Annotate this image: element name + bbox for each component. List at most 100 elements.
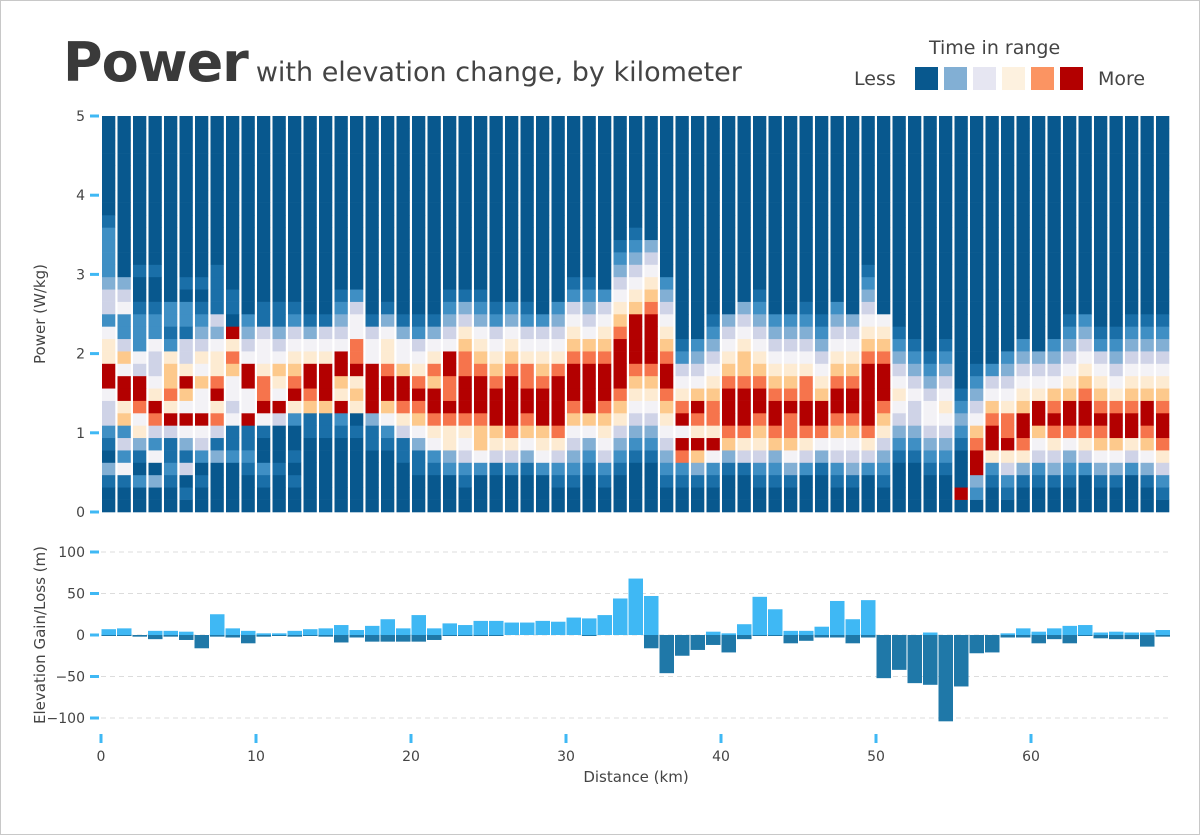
- heatmap-cell: [117, 474, 131, 488]
- heatmap-cell: [1125, 487, 1139, 500]
- heatmap-cell: [536, 116, 550, 129]
- heatmap-cell: [536, 314, 550, 327]
- heatmap-cell: [195, 177, 209, 191]
- heatmap-cell: [908, 202, 922, 216]
- heatmap-cell: [675, 252, 689, 265]
- heatmap-cell: [427, 128, 441, 142]
- heatmap-cell: [319, 301, 333, 315]
- heatmap-cell: [675, 276, 689, 290]
- heatmap-cell: [117, 338, 131, 352]
- heatmap-cell: [567, 140, 581, 154]
- heatmap-cell: [303, 289, 317, 302]
- heatmap-cell: [1125, 388, 1139, 401]
- heatmap-cell: [458, 314, 472, 327]
- heatmap-cell: [272, 276, 286, 290]
- heatmap-cell: [1094, 116, 1108, 129]
- heatmap-cell: [722, 499, 736, 513]
- heatmap-cell: [830, 239, 844, 253]
- heatmap-cell: [598, 314, 612, 327]
- heatmap-cell: [722, 116, 736, 129]
- heatmap-cell: [567, 116, 581, 129]
- heatmap-cell: [567, 190, 581, 203]
- heatmap-cell: [768, 375, 782, 389]
- heatmap-cell: [272, 499, 286, 513]
- heatmap-column: [830, 116, 844, 513]
- heatmap-cell: [536, 487, 550, 500]
- heatmap-cell: [303, 474, 317, 488]
- heatmap-cell: [117, 375, 131, 389]
- heatmap-column: [582, 116, 596, 513]
- heatmap-cell: [117, 462, 131, 476]
- heatmap-cell: [706, 413, 720, 426]
- heatmap-cell: [381, 400, 395, 414]
- heatmap-cell: [226, 239, 240, 253]
- heatmap-cell: [443, 462, 457, 476]
- heatmap-cell: [241, 450, 255, 463]
- heatmap-cell: [1078, 425, 1092, 439]
- heatmap-cell: [1109, 289, 1123, 302]
- heatmap-cell: [629, 140, 643, 154]
- heatmap-cell: [923, 264, 937, 278]
- heatmap-cell: [908, 301, 922, 315]
- heatmap-cell: [505, 252, 519, 265]
- heatmap-cell: [784, 190, 798, 203]
- heatmap-cell: [365, 388, 379, 401]
- heatmap-column: [117, 116, 131, 513]
- heatmap-cell: [706, 338, 720, 352]
- loss-bar: [582, 635, 597, 636]
- loss-bar: [225, 635, 240, 638]
- heatmap-cell: [195, 351, 209, 364]
- heatmap-cell: [1094, 474, 1108, 488]
- heatmap-cell: [660, 289, 674, 302]
- heatmap-cell: [133, 400, 147, 414]
- heatmap-cell: [536, 388, 550, 401]
- heatmap-column: [505, 116, 519, 513]
- heatmap-cell: [784, 400, 798, 414]
- heatmap-cell: [722, 239, 736, 253]
- heatmap-cell: [133, 177, 147, 191]
- heatmap-cell: [257, 400, 271, 414]
- heatmap-cell: [520, 474, 534, 488]
- heatmap-cell: [1156, 400, 1170, 414]
- heatmap-cell: [303, 450, 317, 463]
- heatmap-cell: [985, 252, 999, 265]
- heatmap-cell: [474, 165, 488, 179]
- heatmap-cell: [1094, 239, 1108, 253]
- heatmap-cell: [598, 177, 612, 191]
- heatmap-cell: [319, 351, 333, 364]
- heatmap-cell: [784, 326, 798, 340]
- heatmap-cell: [412, 227, 426, 241]
- heatmap-cell: [1063, 264, 1077, 278]
- heatmap-cell: [706, 128, 720, 142]
- heatmap-cell: [179, 400, 193, 414]
- heatmap-cell: [830, 116, 844, 129]
- heatmap-cell: [830, 177, 844, 191]
- heatmap-cell: [706, 227, 720, 241]
- heatmap-cell: [241, 338, 255, 352]
- heatmap-cell: [629, 388, 643, 401]
- heatmap-cell: [458, 128, 472, 142]
- loss-bar: [799, 635, 814, 641]
- heatmap-cell: [489, 462, 503, 476]
- heatmap-cell: [257, 375, 271, 389]
- heatmap-cell: [1001, 400, 1015, 414]
- heatmap-cell: [272, 314, 286, 327]
- heatmap-cell: [1047, 177, 1061, 191]
- heatmap-cell: [1125, 375, 1139, 389]
- heatmap-cell: [861, 437, 875, 451]
- heatmap-cell: [846, 190, 860, 203]
- heatmap-cell: [396, 437, 410, 451]
- heatmap-cell: [1001, 140, 1015, 154]
- heatmap-cell: [675, 388, 689, 401]
- heatmap-cell: [737, 462, 751, 476]
- gain-bar: [1031, 631, 1046, 635]
- heatmap-column: [474, 116, 488, 513]
- heatmap-cell: [799, 202, 813, 216]
- heatmap-cell: [970, 338, 984, 352]
- heatmap-cell: [210, 165, 224, 179]
- heatmap-cell: [350, 388, 364, 401]
- heatmap-cell: [768, 276, 782, 290]
- heatmap-cell: [164, 487, 178, 500]
- heatmap-cell: [474, 276, 488, 290]
- heatmap-cell: [226, 450, 240, 463]
